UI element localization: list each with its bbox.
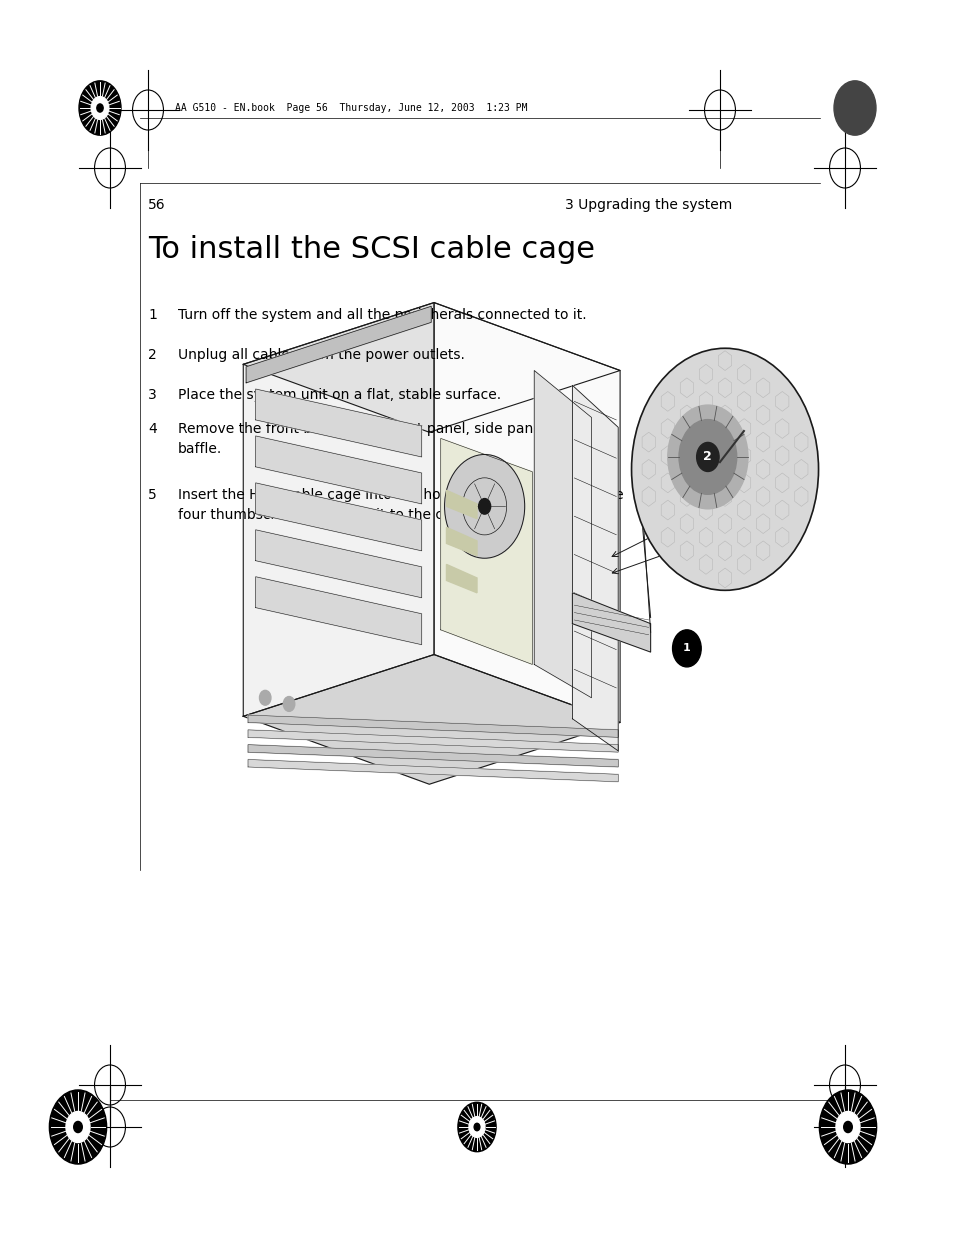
Text: 1: 1 — [148, 308, 156, 322]
Polygon shape — [572, 385, 618, 751]
Polygon shape — [248, 745, 618, 767]
Circle shape — [66, 1112, 90, 1142]
Circle shape — [842, 1121, 851, 1132]
Polygon shape — [243, 303, 619, 432]
Text: Place the system unit on a flat, stable surface.: Place the system unit on a flat, stable … — [178, 388, 500, 403]
Polygon shape — [446, 527, 476, 556]
Circle shape — [474, 1124, 479, 1131]
Polygon shape — [248, 730, 618, 752]
Polygon shape — [248, 760, 618, 782]
Text: Remove the front bezel, inner front panel, side panel, and air
baffle.: Remove the front bezel, inner front pane… — [178, 422, 602, 456]
Polygon shape — [446, 564, 476, 593]
Polygon shape — [246, 306, 431, 383]
Circle shape — [283, 697, 294, 711]
Circle shape — [97, 104, 103, 112]
Text: 2: 2 — [148, 348, 156, 362]
Polygon shape — [255, 436, 421, 504]
Circle shape — [696, 442, 719, 472]
Text: Insert the HDD cable cage into the housing (1), then tighten the
four thumbscrew: Insert the HDD cable cage into the housi… — [178, 488, 623, 521]
Text: Turn off the system and all the peripherals connected to it.: Turn off the system and all the peripher… — [178, 308, 586, 322]
Text: AA G510 - EN.book  Page 56  Thursday, June 12, 2003  1:23 PM: AA G510 - EN.book Page 56 Thursday, June… — [174, 103, 527, 112]
Circle shape — [50, 1091, 107, 1165]
Circle shape — [672, 630, 700, 667]
Polygon shape — [243, 655, 619, 784]
Circle shape — [457, 1103, 496, 1152]
Text: 1: 1 — [682, 643, 690, 653]
Circle shape — [819, 1091, 876, 1165]
Text: 3: 3 — [148, 388, 156, 403]
Circle shape — [631, 348, 818, 590]
Circle shape — [478, 499, 490, 514]
Polygon shape — [248, 715, 618, 737]
Polygon shape — [243, 303, 434, 716]
Polygon shape — [255, 389, 421, 457]
Circle shape — [259, 690, 271, 705]
Polygon shape — [255, 577, 421, 645]
Circle shape — [91, 96, 109, 120]
Circle shape — [667, 405, 747, 509]
Text: 5: 5 — [148, 488, 156, 501]
Circle shape — [79, 80, 121, 135]
Circle shape — [444, 454, 524, 558]
Circle shape — [835, 1112, 859, 1142]
Text: To install the SCSI cable cage: To install the SCSI cable cage — [148, 235, 595, 264]
Polygon shape — [446, 490, 476, 519]
Text: Unplug all cables from the power outlets.: Unplug all cables from the power outlets… — [178, 348, 464, 362]
Circle shape — [469, 1116, 484, 1137]
Polygon shape — [440, 438, 532, 664]
Circle shape — [73, 1121, 82, 1132]
Polygon shape — [572, 593, 650, 652]
Text: 4: 4 — [148, 422, 156, 436]
Polygon shape — [255, 530, 421, 598]
Circle shape — [679, 420, 736, 494]
Circle shape — [833, 80, 875, 135]
Text: 3 Upgrading the system: 3 Upgrading the system — [564, 198, 732, 212]
Text: 2: 2 — [702, 451, 712, 463]
Polygon shape — [255, 483, 421, 551]
Polygon shape — [434, 303, 619, 722]
Text: 56: 56 — [148, 198, 166, 212]
Polygon shape — [534, 370, 591, 698]
